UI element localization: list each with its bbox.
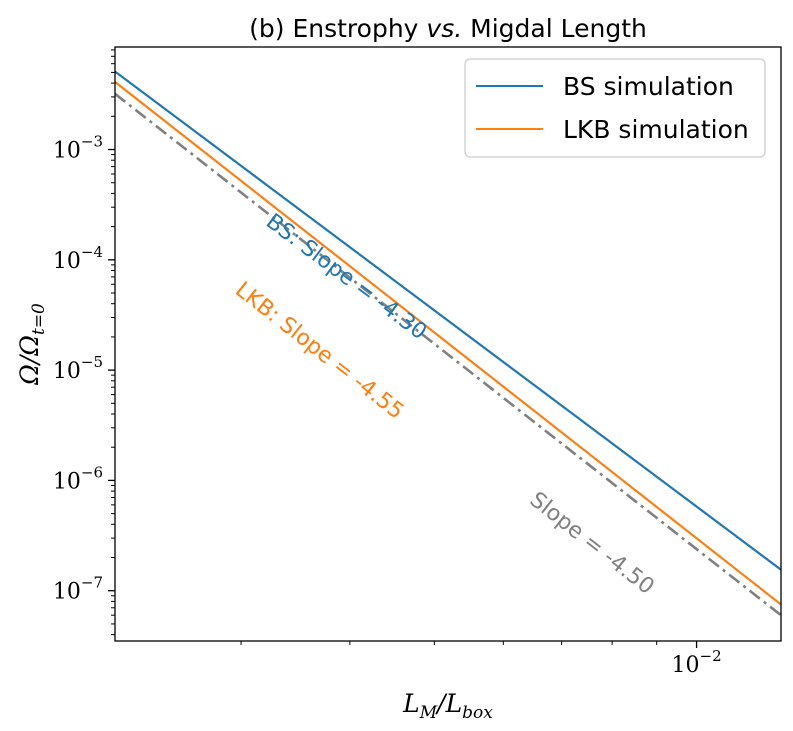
- legend-label-bs: BS simulation: [563, 72, 734, 101]
- chart-title: (b) Enstrophy vs. Migdal Length: [249, 14, 647, 43]
- x-axis: 10−2: [240, 641, 722, 678]
- plot-area: [115, 70, 781, 617]
- x-tick-label: 10−2: [672, 647, 722, 678]
- series-line-2: [115, 92, 781, 617]
- y-tick-label: 10−6: [53, 463, 103, 494]
- y-tick-label: 10−3: [53, 133, 103, 164]
- slope-annotation-2: Slope = -4.50: [525, 487, 659, 599]
- y-axis-label: Ω/Ωt=0: [15, 303, 49, 386]
- series-line-0: [115, 70, 781, 571]
- plot-frame: [114, 46, 782, 642]
- legend-label-lkb: LKB simulation: [563, 115, 749, 144]
- y-axis: 10−3 10−4 10−5 10−6 10−7: [53, 49, 115, 636]
- chart-title-suffix: Migdal Length: [462, 14, 647, 43]
- x-axis-label: LM/Lbox: [402, 689, 493, 723]
- y-tick-label: 10−5: [53, 353, 103, 384]
- chart-title-italic: vs.: [426, 14, 462, 43]
- legend: BS simulation LKB simulation: [464, 58, 766, 158]
- chart-title-prefix: (b) Enstrophy: [249, 14, 426, 43]
- y-tick-label: 10−7: [53, 574, 103, 605]
- legend-box: [464, 58, 766, 158]
- series-line-1: [115, 81, 781, 606]
- y-tick-label: 10−4: [53, 243, 103, 274]
